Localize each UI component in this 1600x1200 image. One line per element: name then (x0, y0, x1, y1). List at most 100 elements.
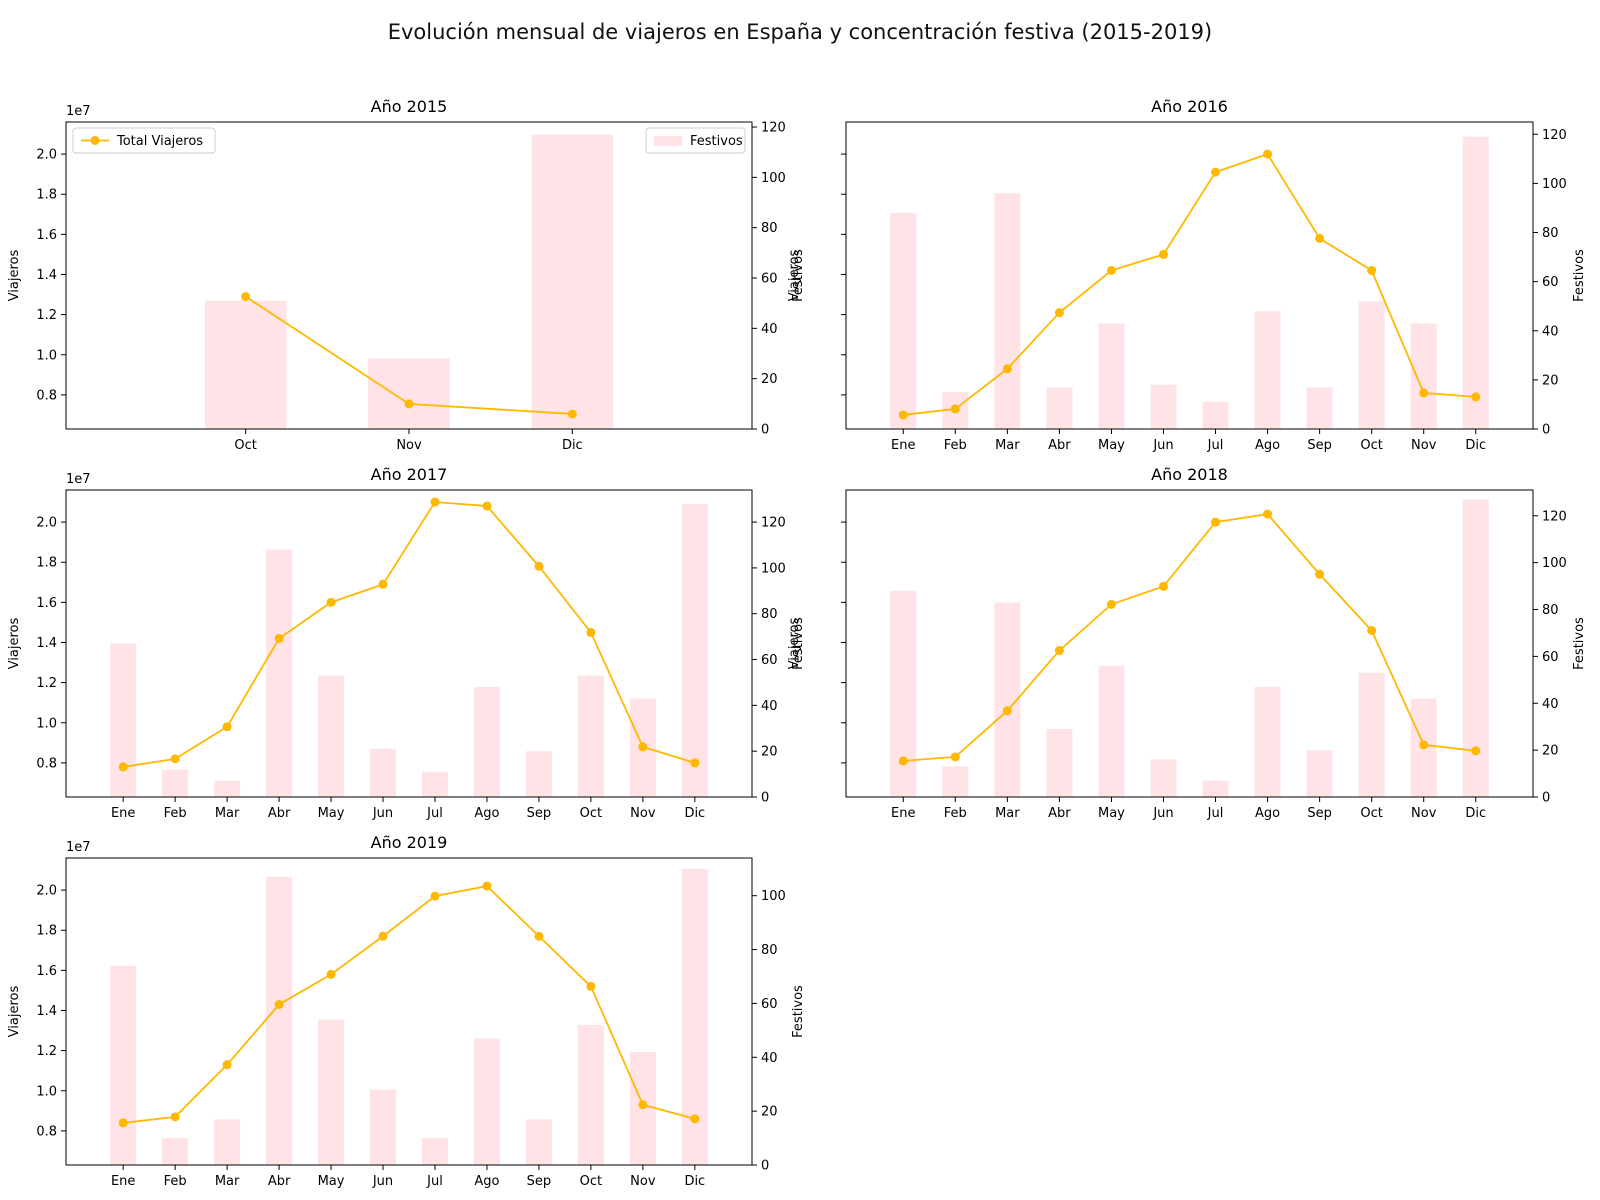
viajeros-line (123, 501, 696, 768)
y2-tick-label: 60 (761, 997, 778, 1012)
festivos-bar (1098, 665, 1125, 797)
y2-axis-label: Festivos (1572, 249, 1587, 302)
y2-tick-label: 120 (1542, 509, 1567, 524)
y-tick-label: 1.0 (36, 1084, 57, 1099)
viajeros-point (534, 931, 544, 941)
subplot-title: Año 2019 (371, 833, 448, 852)
festivos-bar (942, 766, 969, 797)
x-tick-label: Nov (1411, 438, 1437, 453)
x-tick-label: Mar (215, 1174, 240, 1189)
y-tick-label: 1.6 (36, 228, 57, 243)
viajeros-point (638, 742, 648, 752)
viajeros-point (1158, 249, 1168, 259)
festivos-bar (1462, 136, 1489, 429)
y2-tick-label: 100 (761, 171, 786, 186)
viajeros-point (1054, 646, 1064, 656)
festivos-bar (1150, 759, 1177, 797)
y-axis-label: Viajeros (7, 985, 22, 1037)
x-tick-label: May (1098, 806, 1125, 821)
viajeros-point (1367, 265, 1377, 275)
festivos-bar (531, 134, 614, 429)
legend-box (72, 127, 216, 154)
y2-tick-label: 0 (761, 423, 769, 438)
viajeros-point (170, 754, 180, 764)
festivos-bar (214, 780, 241, 797)
festivos-bar (1358, 672, 1385, 797)
legend-box (645, 127, 746, 154)
x-tick-label: Ene (891, 438, 915, 453)
y2-tick-label: 0 (761, 791, 769, 806)
y2-tick-label: 60 (1542, 650, 1559, 665)
legend-bar-swatch (654, 136, 682, 146)
y2-tick-label: 80 (761, 607, 778, 622)
legend-viajeros: Total Viajeros (72, 127, 216, 154)
x-tick-label: Nov (630, 1174, 656, 1189)
festivos-bar (994, 193, 1021, 429)
y2-tick-label: 20 (1542, 373, 1559, 388)
festivos-bar (318, 675, 345, 797)
subplot-title: Año 2018 (1151, 465, 1228, 484)
axes-frame (65, 489, 753, 798)
legend-marker-swatch (90, 136, 100, 145)
x-tick-label: Dic (562, 438, 583, 453)
festivos-bar (370, 1089, 397, 1165)
viajeros-point (404, 399, 414, 409)
y2-tick-label: 40 (1542, 697, 1559, 712)
axes-frame (845, 489, 1534, 798)
viajeros-point (378, 579, 388, 589)
x-tick-label: Ago (474, 1174, 499, 1189)
viajeros-point (950, 752, 960, 762)
x-tick-label: Mar (995, 438, 1020, 453)
y2-tick-label: 40 (1542, 324, 1559, 339)
viajeros-point (241, 292, 251, 302)
viajeros-point (118, 1118, 128, 1128)
viajeros-point (1002, 364, 1012, 374)
festivos-bar (473, 687, 500, 797)
y2-tick-label: 120 (761, 516, 786, 531)
festivos-bar (1358, 301, 1385, 429)
festivos-bar (368, 358, 450, 429)
viajeros-point (430, 497, 440, 507)
y2-tick-label: 20 (1542, 744, 1559, 759)
y2-tick-label: 60 (1542, 275, 1559, 290)
y2-tick-label: 100 (761, 561, 786, 576)
viajeros-point (430, 891, 440, 901)
viajeros-point (586, 627, 596, 637)
x-tick-label: Ene (891, 806, 915, 821)
viajeros-point (222, 1060, 232, 1070)
y-axis-label: Viajeros (787, 249, 802, 301)
viajeros-point (1471, 746, 1481, 756)
viajeros-point (1106, 599, 1116, 609)
x-tick-label: Oct (1360, 806, 1382, 821)
y2-tick-label: 80 (761, 943, 778, 958)
x-tick-label: Jul (426, 806, 443, 821)
viajeros-point (1002, 706, 1012, 716)
viajeros-point (1106, 265, 1116, 275)
festivos-bar (1202, 780, 1229, 797)
festivos-bar (890, 212, 917, 429)
y-tick-label: 1.2 (36, 676, 57, 691)
x-tick-label: Mar (215, 806, 240, 821)
legend-label: Total Viajeros (116, 134, 203, 149)
y-axis-label: Viajeros (7, 249, 22, 301)
subplot-0: Año 2015 Oct Nov Dic 0.8 1.0 1.2 1.4 1.6 1.8 2.0 0 2… (7, 97, 806, 453)
viajeros-point (567, 409, 577, 419)
y2-tick-label: 40 (761, 1051, 778, 1066)
festivos-bar (162, 769, 189, 797)
y-tick-label: 1.6 (36, 964, 57, 979)
festivos-bar (890, 590, 917, 797)
viajeros-point (898, 756, 908, 766)
y2-axis-label: Festivos (1572, 617, 1587, 670)
axes-frame (65, 857, 753, 1166)
subplot-1: Año 2016 Ene Feb Mar Abr May Jun Jul Ago Sep Oct No… (787, 97, 1587, 453)
viajeros-point (534, 561, 544, 571)
festivos-bar (525, 1119, 552, 1165)
x-tick-label: Dic (1465, 806, 1486, 821)
viajeros-point (1263, 509, 1273, 519)
y-tick-label: 2.0 (36, 516, 57, 531)
festivos-bar (421, 1138, 448, 1165)
festivos-bar (577, 1024, 604, 1165)
x-tick-label: Dic (684, 1174, 705, 1189)
x-tick-label: Sep (527, 1174, 552, 1189)
